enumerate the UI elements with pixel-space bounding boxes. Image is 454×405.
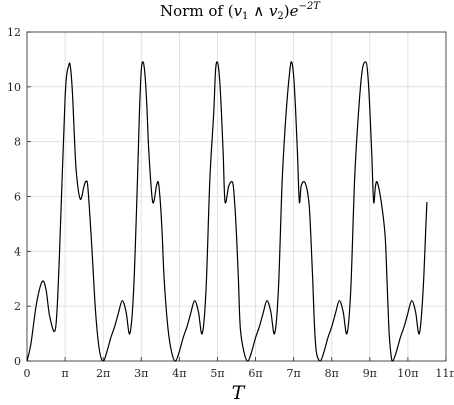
y-tick-label: 12	[7, 26, 21, 39]
chart-title-lead: Norm of (	[160, 2, 234, 20]
chart-title: Norm of (v1 ∧ v2)e−2T	[160, 1, 321, 22]
y-tick-label: 4	[14, 245, 21, 258]
chart-title-exponent: −2T	[299, 1, 322, 12]
x-tick-label: 5π	[210, 367, 224, 380]
chart-title-sub2: 2	[277, 11, 283, 22]
x-tick-label: 6π	[248, 367, 262, 380]
series-layer	[26, 61, 428, 362]
x-tick-label: 2π	[96, 367, 110, 380]
chart-title-e: e	[290, 2, 299, 20]
y-tick-label: 10	[7, 81, 21, 94]
grid	[26, 31, 447, 362]
x-tick-label: 10π	[397, 367, 418, 380]
y-tick-label: 8	[14, 136, 21, 149]
chart-title-wedge: ∧	[248, 2, 269, 20]
chart-title-v1: v	[234, 2, 243, 20]
x-tick-label: 7π	[287, 367, 301, 380]
x-tick-label: 8π	[325, 367, 339, 380]
y-tick-label: 0	[14, 355, 21, 368]
x-tick-label: 0	[24, 367, 31, 380]
x-tick-label: π	[61, 367, 68, 380]
x-tick-label: 11π	[435, 367, 454, 380]
chart-title-close: )	[284, 2, 290, 20]
y-tick-label: 2	[14, 300, 21, 313]
chart-title-sub1: 1	[242, 11, 248, 22]
x-tick-label: 4π	[172, 367, 186, 380]
series-line	[26, 61, 428, 362]
x-tick-label: 3π	[134, 367, 148, 380]
x-tick-label: 9π	[363, 367, 377, 380]
chart-title-v2: v	[269, 2, 278, 20]
axis-ticks: 0 π 2π 3π 4π 5π 6π 7π 8π 9π 10π 11π 0 2 4 6 8 10 12	[7, 26, 454, 380]
x-axis-label: T	[232, 382, 246, 404]
y-tick-label: 6	[14, 191, 21, 204]
